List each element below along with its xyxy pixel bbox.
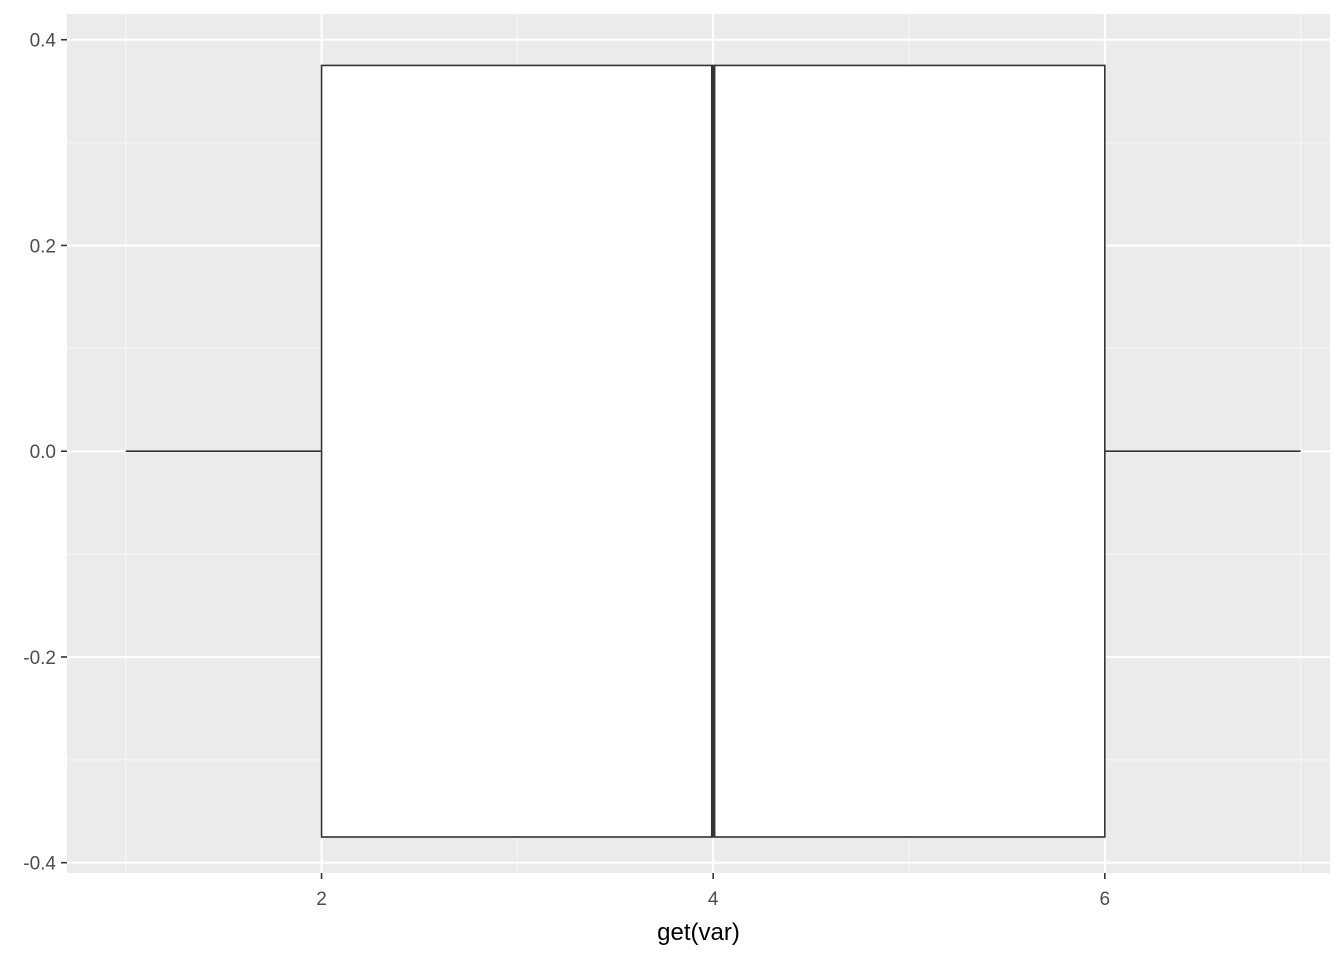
y-tick-label: 0.2 [30, 236, 56, 257]
y-tick-label: -0.4 [23, 854, 56, 875]
x-tick-label: 4 [708, 889, 719, 910]
x-axis-title: get(var) [657, 919, 740, 946]
y-tick-label: 0.0 [30, 442, 56, 463]
x-tick-label: 6 [1100, 889, 1111, 910]
y-tick-label: 0.4 [30, 31, 57, 52]
y-axis: -0.4 -0.2 0.0 0.2 0.4 [23, 31, 67, 875]
y-tick-label: -0.2 [23, 648, 56, 669]
boxplot-series [125, 64, 1301, 838]
x-tick-label: 2 [316, 889, 327, 910]
x-axis: 2 4 6 [316, 873, 1110, 910]
